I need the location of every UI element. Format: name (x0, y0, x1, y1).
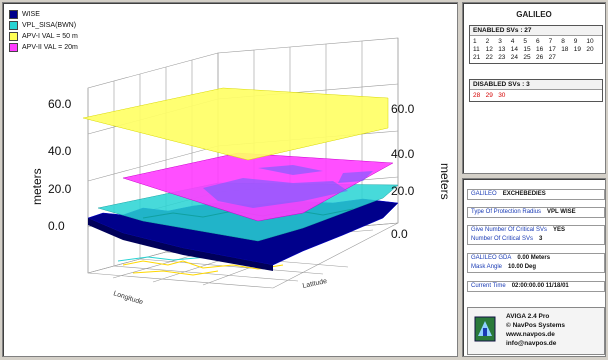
sv-id[interactable]: 26 (536, 54, 544, 61)
sv-id[interactable]: 8 (561, 38, 565, 45)
info-label: Mask Angle (471, 264, 503, 270)
legend-swatch (9, 20, 18, 30)
legend-swatch (9, 9, 18, 19)
sv-id[interactable]: 1 (473, 38, 477, 45)
sv-id[interactable]: 13 (498, 46, 506, 53)
about-website[interactable]: www.navpos.de (506, 331, 555, 338)
about-product: AVIGA 2.4 Pro (506, 313, 550, 320)
info-value: 10.00 Deg (508, 264, 537, 270)
sv-id[interactable]: 18 (561, 46, 569, 53)
y-axis-label: Latitude (302, 278, 328, 290)
legend-label: APV-I VAL = 50 m (22, 32, 78, 40)
disabled-svs-header: DISABLED SVs : 3 (470, 80, 602, 90)
about-email[interactable]: info@navpos.de (506, 340, 557, 347)
sv-id[interactable]: 22 (485, 54, 493, 61)
info-row-gda: GALILEO GDA 0.00 Meters Mask Angle 10.00 D… (467, 253, 605, 273)
info-value: 02:00:00.00 11/18/01 (511, 283, 569, 289)
enabled-svs-header: ENABLED SVs : 27 (470, 26, 602, 36)
surface-apv2-texture (203, 165, 373, 208)
legend-label: WISE (22, 10, 40, 18)
info-value: EXCHEBEDIES (502, 191, 546, 197)
info-label: GALILEO GDA (471, 255, 512, 261)
sv-id[interactable]: 17 (548, 46, 556, 53)
sv-id[interactable]: 10 (586, 38, 594, 45)
info-panel: GALILEO EXCHEBEDIES Type Of Protection Ra… (462, 178, 606, 357)
ztick-right: 40.0 (391, 147, 415, 161)
info-row-critical: Give Number Of Critical SVs YES Number Of… (467, 225, 605, 245)
legend-label: APV-II VAL = 20m (22, 43, 78, 51)
galileo-panel: GALILEO ENABLED SVs : 27 1 2 3 4 5 6 7 8… (462, 2, 606, 174)
ztick-right: 20.0 (391, 184, 415, 198)
info-label: GALILEO (471, 191, 497, 197)
ztick-left: 0.0 (48, 219, 65, 233)
ztick-right: 60.0 (391, 102, 415, 116)
sv-id-disabled[interactable]: 30 (498, 92, 506, 99)
info-row-protection: Type Of Protection Radius VPL WISE (467, 207, 605, 218)
sv-id[interactable]: 15 (523, 46, 531, 53)
sv-id[interactable]: 11 (473, 46, 480, 53)
legend-item-apv1: APV-I VAL = 50 m (9, 31, 78, 41)
legend-label: VPL_SISA(BWN) (22, 21, 77, 29)
sv-id[interactable]: 19 (573, 46, 582, 53)
info-row-time: Current Time 02:00:00.00 11/18/01 (467, 281, 605, 292)
info-label: Type Of Protection Radius (471, 209, 542, 215)
info-value: 0.00 Meters (517, 255, 551, 261)
surface-plot-panel: WISE VPL_SISA(BWN) APV-I VAL = 50 m APV-… (2, 2, 458, 357)
enabled-svs-box: ENABLED SVs : 27 1 2 3 4 5 6 7 8 9 10 11… (469, 25, 603, 64)
info-label: Current Time (471, 283, 506, 289)
sv-id[interactable]: 27 (548, 54, 556, 61)
sv-id[interactable]: 21 (473, 54, 481, 61)
surface-apv1 (82, 87, 389, 161)
legend-item-apv2: APV-II VAL = 20m (9, 42, 78, 52)
legend-swatch (9, 42, 18, 52)
ztick-left: 40.0 (48, 144, 72, 158)
enabled-svs-grid: 1 2 3 4 5 6 7 8 9 10 11 12 13 14 15 16 1… (470, 36, 602, 63)
floor-projection (122, 260, 284, 276)
sv-id[interactable]: 7 (548, 38, 553, 45)
info-row-constellation: GALILEO EXCHEBEDIES (467, 189, 605, 200)
legend-item-wise: WISE (9, 9, 40, 19)
disabled-svs-grid: 28 29 30 (470, 90, 602, 101)
sv-id[interactable]: 2 (485, 38, 490, 45)
info-label: Number Of Critical SVs (471, 236, 534, 242)
sv-id[interactable]: 24 (510, 54, 519, 61)
sv-id[interactable]: 20 (586, 46, 594, 53)
galileo-title: GALILEO (516, 10, 552, 19)
sv-id-disabled[interactable]: 29 (485, 92, 493, 99)
z-axis-label-left: meters (30, 168, 44, 205)
about-box: AVIGA 2.4 Pro © NavPos Systems www.navpo… (467, 307, 605, 355)
legend-swatch (9, 31, 18, 41)
sv-id[interactable]: 4 (510, 38, 515, 45)
x-axis-label: Longitude (112, 290, 144, 306)
sv-id[interactable]: 23 (498, 54, 506, 61)
ztick-left: 20.0 (48, 182, 72, 196)
disabled-svs-box: DISABLED SVs : 3 28 29 30 (469, 79, 603, 102)
ztick-left: 60.0 (48, 97, 72, 111)
sv-id[interactable]: 16 (536, 46, 544, 53)
about-company: © NavPos Systems (506, 322, 565, 329)
info-label: Give Number Of Critical SVs (471, 227, 548, 233)
surface-plot-3d: 60.0 40.0 20.0 0.0 60.0 40.0 20.0 0.0 me… (30, 37, 452, 306)
navpos-logo-icon (474, 316, 496, 342)
info-value: YES (553, 227, 566, 233)
sv-id[interactable]: 9 (573, 38, 578, 45)
sv-id[interactable]: 5 (523, 38, 528, 45)
legend-item-vpl: VPL_SISA(BWN) (9, 20, 76, 30)
sv-id[interactable]: 3 (498, 38, 502, 45)
info-value: VPL WISE (547, 209, 576, 215)
sv-id[interactable]: 12 (485, 46, 493, 53)
sv-id-disabled[interactable]: 28 (473, 92, 481, 99)
z-axis-label-right: meters (438, 163, 452, 200)
info-value: 3 (539, 236, 543, 242)
sv-id[interactable]: 14 (510, 46, 519, 53)
about-text: AVIGA 2.4 Pro © NavPos Systems www.navpo… (506, 312, 565, 348)
sv-id[interactable]: 6 (536, 38, 540, 45)
sv-id[interactable]: 25 (523, 54, 531, 61)
ztick-right: 0.0 (391, 227, 408, 241)
